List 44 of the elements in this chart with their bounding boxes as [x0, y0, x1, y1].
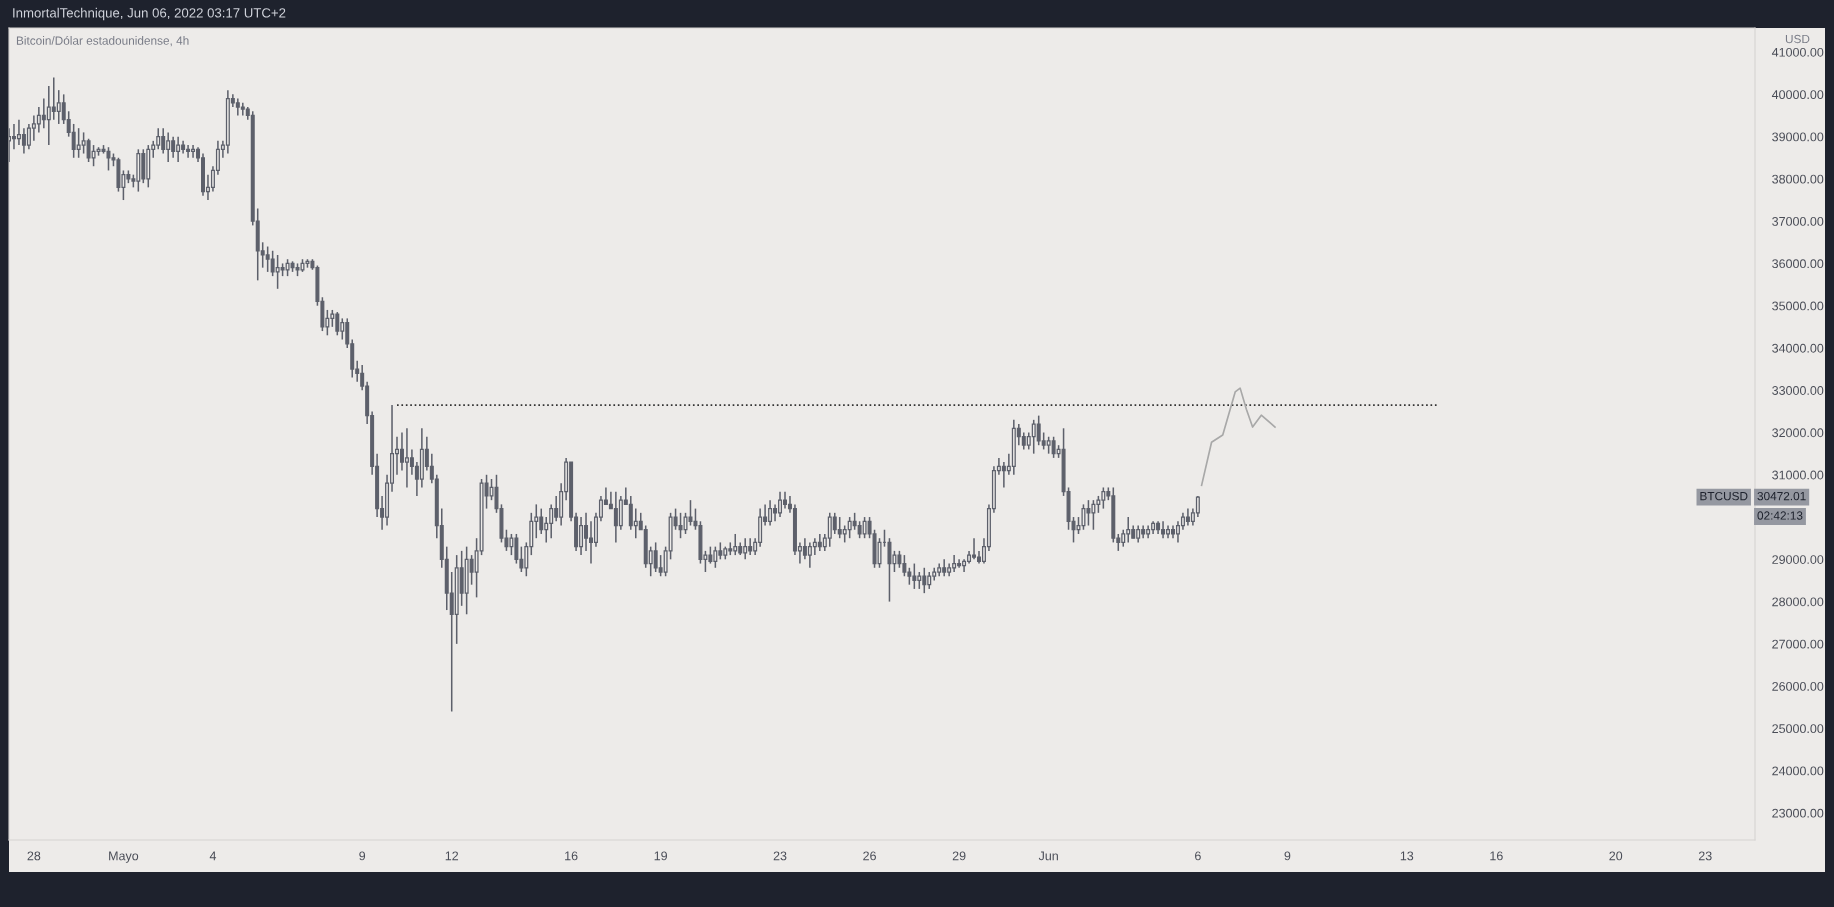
x-tick-label: 28: [27, 851, 41, 861]
x-tick-label: 13: [1400, 851, 1414, 861]
x-tick-label: 9: [1284, 851, 1291, 861]
x-tick-label: 4: [209, 851, 217, 861]
x-tick-label: 26: [863, 851, 876, 861]
chart-title: InmortalTechnique, Jun 06, 2022 03:17 UTC+2: [13, 7, 286, 21]
y-tick-label: 39000.00: [1772, 132, 1824, 142]
x-tick-label: 19: [654, 851, 667, 861]
line-series: [1200, 387, 1276, 487]
y-tick-label: 28000.00: [1772, 597, 1824, 607]
y-tick-label: 34000.00: [1772, 343, 1824, 353]
x-tick-label: 29: [952, 851, 966, 861]
y-tick-label: 24000.00: [1772, 766, 1824, 776]
text: 02:42:13: [1757, 511, 1803, 520]
y-tick-label: 25000.00: [1772, 724, 1824, 734]
candlestick: [887, 537, 892, 603]
y-tick-label: 29000.00: [1772, 555, 1824, 564]
y-tick-label: 38000.00: [1772, 174, 1824, 184]
y-tick-label: 31000.00: [1772, 470, 1824, 480]
annotation: BTCUSD: [1700, 491, 1748, 501]
x-tick-label: 16: [1490, 851, 1503, 861]
x-tick-label: 6: [1195, 851, 1201, 861]
y-axis-title: USD: [1785, 34, 1810, 44]
x-tick-label: 12: [445, 851, 459, 861]
y-tick-label: 26000.00: [1772, 681, 1824, 691]
x-tick-label: 20: [1609, 851, 1623, 861]
candlestick: [877, 537, 882, 569]
text: 30472.01: [1757, 491, 1806, 501]
y-tick-label: 35000.00: [1772, 301, 1824, 311]
y-tick-label: 32000.00: [1772, 428, 1824, 438]
y-tick-label: 37000.00: [1772, 216, 1824, 226]
x-tick-label: Mayo: [109, 851, 139, 863]
y-tick-label: 33000.00: [1772, 386, 1824, 395]
text: Bitcoin/Dólar estadounidense, 4h: [16, 35, 189, 47]
x-tick-label: 23: [773, 851, 787, 861]
y-tick-label: 23000.00: [1772, 808, 1824, 818]
x-tick-label: 9: [359, 851, 366, 861]
y-tick-label: 40000.00: [1771, 90, 1824, 100]
x-tick-label: Jun: [1038, 851, 1058, 861]
y-tick-label: 41000.00: [1771, 47, 1824, 57]
x-tick-label: 23: [1698, 851, 1712, 861]
y-tick-label: 36000.00: [1772, 259, 1824, 269]
x-tick-label: 16: [565, 851, 578, 861]
y-tick-label: 27000.00: [1772, 639, 1824, 649]
